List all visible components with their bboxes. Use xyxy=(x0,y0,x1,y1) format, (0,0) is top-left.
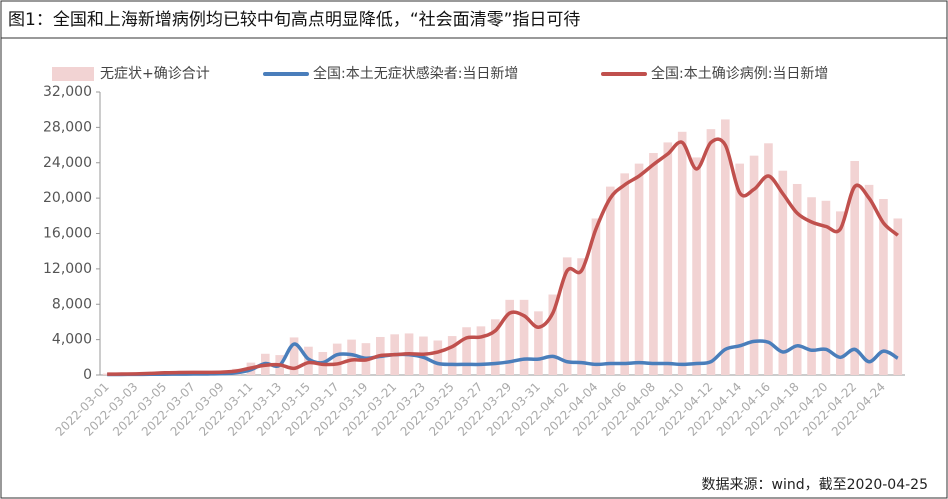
line xyxy=(107,339,899,377)
line xyxy=(107,137,899,376)
bar xyxy=(764,143,773,375)
bar xyxy=(677,131,687,375)
bar xyxy=(778,170,788,375)
bar xyxy=(663,142,673,375)
source-note: 数据来源：wind，截至2020-04-25 xyxy=(702,477,928,493)
y-tick-label: 12,000 xyxy=(43,261,92,277)
y-tick-label: 0 xyxy=(83,367,92,383)
bar xyxy=(879,199,888,375)
bar xyxy=(433,340,443,375)
bar xyxy=(447,336,457,375)
bar xyxy=(577,258,586,375)
y-tick-label: 4,000 xyxy=(52,332,92,348)
bar xyxy=(706,129,716,375)
bar xyxy=(864,184,874,375)
bar xyxy=(505,299,514,375)
y-tick-label: 20,000 xyxy=(43,190,92,206)
bar xyxy=(620,173,629,375)
bar xyxy=(735,163,744,375)
bar xyxy=(606,186,615,375)
bar xyxy=(562,257,572,375)
bar xyxy=(807,197,816,375)
bar xyxy=(491,319,500,375)
legend-label: 全国:本土确诊病例:当日新增 xyxy=(651,65,828,82)
bar xyxy=(836,211,845,375)
bar xyxy=(476,326,486,375)
bar xyxy=(692,157,701,375)
bar xyxy=(649,153,658,375)
bar xyxy=(332,343,342,375)
bar xyxy=(721,119,730,376)
bar xyxy=(850,160,859,375)
chart-title: 图1：全国和上海新增病例均已较中旬高点明显降低，“社会面清零”指日可待 xyxy=(8,10,580,30)
bar xyxy=(591,218,601,375)
y-tick-label: 28,000 xyxy=(43,119,92,135)
bar xyxy=(347,339,356,375)
legend-label: 无症状+确诊合计 xyxy=(100,66,210,82)
bar xyxy=(462,327,471,375)
bar xyxy=(792,183,802,375)
bar xyxy=(289,337,299,375)
bar xyxy=(548,294,558,375)
y-tick-label: 32,000 xyxy=(43,84,92,100)
bar xyxy=(749,155,759,375)
bar xyxy=(634,163,644,375)
y-tick-label: 16,000 xyxy=(43,226,92,242)
legend-label: 全国:本土无症状感染者:当日新增 xyxy=(313,65,518,82)
bar xyxy=(893,218,903,375)
y-tick-label: 8,000 xyxy=(52,296,92,312)
bar xyxy=(821,200,831,375)
y-tick-label: 24,000 xyxy=(43,155,92,171)
bar xyxy=(519,299,529,375)
legend-swatch xyxy=(52,67,94,81)
bar xyxy=(534,311,543,375)
